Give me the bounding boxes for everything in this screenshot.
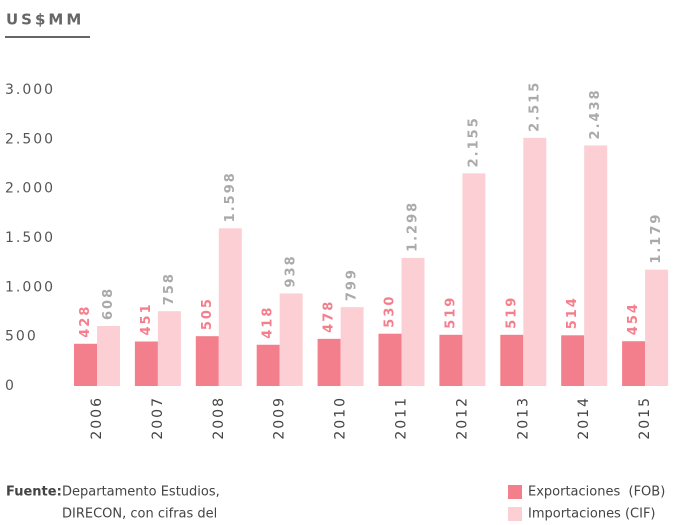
data-label: 938 [284,254,299,287]
x-tick-label: 2008 [211,396,227,440]
bar [317,338,341,386]
bar [74,343,97,386]
y-tick-label: 2.000 [5,181,55,197]
data-label: 454 [626,302,641,335]
x-tick-label: 2007 [150,396,166,440]
bar [378,333,402,386]
source-label: Fuente: [6,485,62,500]
data-label: 451 [139,302,154,335]
bar [157,311,181,386]
data-label: 2.438 [588,88,603,139]
y-tick-label: 0 [5,378,16,394]
bar [500,334,524,386]
chart-title: US$MM [6,11,84,29]
y-tick-label: 2.500 [5,131,55,147]
legend-label: Importaciones (CIF) [528,507,656,522]
bar [134,341,158,386]
data-label: 1.298 [406,201,421,252]
legend-swatch [508,507,522,521]
data-label: 2.155 [466,116,481,167]
data-label: 428 [78,305,93,338]
data-label: 2.515 [527,81,542,132]
data-label: 799 [345,268,360,301]
data-label: 478 [322,300,337,333]
bar [561,335,585,386]
y-tick-label: 3.000 [5,82,55,98]
data-label: 418 [261,306,276,339]
bar [401,257,425,386]
legend-label: Exportaciones (FOB) [528,485,665,500]
x-tick-label: 2012 [454,396,470,440]
bar [584,145,608,386]
bar [462,173,486,386]
x-tick-label: 2015 [637,396,653,440]
bar [645,269,669,386]
bar [218,228,242,386]
x-tick-label: 2009 [272,396,288,440]
bar [340,307,364,386]
bar [97,326,120,386]
data-label: 530 [383,295,398,328]
x-tick-label: 2013 [515,396,531,440]
data-label: 519 [443,296,458,329]
x-tick-label: 2006 [89,396,105,440]
x-tick-label: 2010 [333,396,349,440]
y-tick-label: 500 [5,329,38,345]
y-tick-label: 1.500 [5,230,55,246]
y-tick-label: 1.000 [5,279,55,295]
data-label: 1.598 [223,171,238,222]
source-text: Departamento Estudios, [62,485,220,500]
bar [523,137,547,386]
bar [256,344,280,386]
source-text: DIRECON, con cifras del [62,507,217,522]
legend-swatch [508,485,522,499]
bar [279,293,303,386]
data-label: 1.179 [649,213,664,264]
x-tick-label: 2014 [576,396,592,440]
x-tick-label: 2011 [394,396,410,440]
data-label: 519 [504,296,519,329]
bar [439,334,463,386]
data-label: 505 [200,297,215,330]
bar [195,336,219,386]
data-label: 758 [162,272,177,305]
data-label: 514 [565,296,580,329]
bar [622,341,646,386]
data-label: 608 [101,287,116,320]
